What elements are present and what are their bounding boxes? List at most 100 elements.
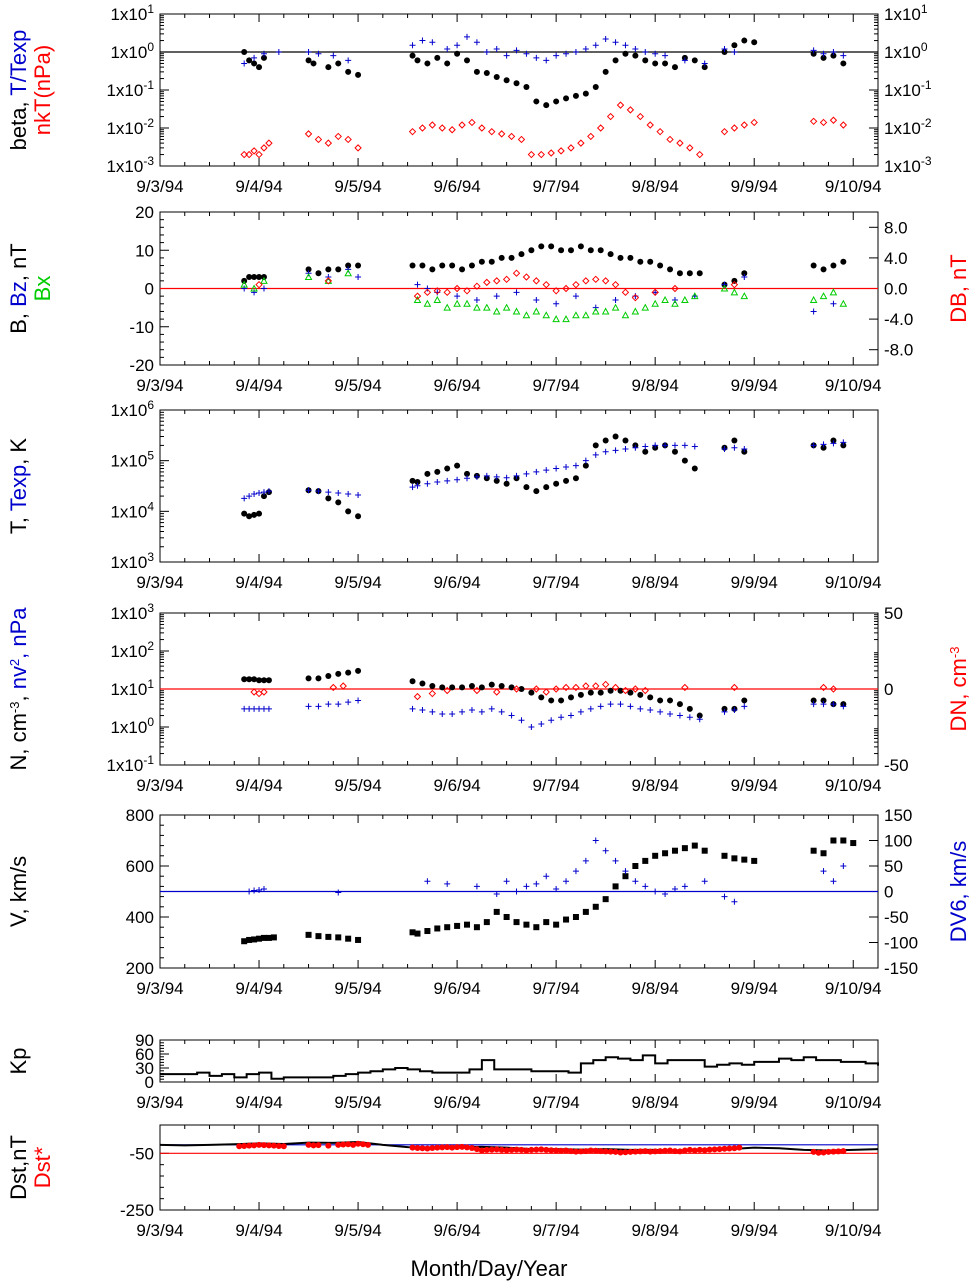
data-point: [408, 127, 417, 136]
data-point: [681, 457, 688, 464]
data-point: [434, 468, 441, 475]
x-tick-label: 9/6/94: [433, 1093, 480, 1112]
y-tick-label: -250: [120, 1201, 154, 1220]
data-point: [567, 712, 574, 719]
data-point: [542, 311, 551, 319]
data-point: [478, 258, 485, 265]
data-point: [449, 1144, 456, 1151]
data-point: [607, 251, 614, 258]
y-tick-label: 20: [135, 203, 154, 222]
data-point: [810, 50, 817, 57]
data-point: [612, 447, 619, 454]
data-point: [642, 49, 649, 55]
data-point: [647, 1148, 654, 1155]
data-point: [621, 288, 630, 297]
data-point: [819, 683, 828, 692]
data-point: [642, 57, 649, 64]
x-tick-label: 9/5/94: [334, 1221, 381, 1240]
data-point: [721, 852, 728, 859]
data-point: [502, 275, 511, 284]
data-point: [701, 1147, 708, 1154]
data-point: [622, 42, 629, 49]
data-point: [454, 462, 461, 469]
data-point: [815, 1149, 822, 1156]
data-point: [612, 57, 619, 64]
data-point: [721, 708, 728, 715]
data-point: [483, 472, 490, 479]
data-point: [409, 705, 416, 712]
data-point: [627, 703, 634, 710]
data-point: [542, 688, 550, 696]
data-point: [522, 311, 531, 319]
x-axis-label: Month/Day/Year: [411, 1256, 568, 1281]
data-point: [434, 925, 441, 932]
data-point: [438, 124, 446, 132]
data-point: [429, 708, 436, 715]
data-point: [270, 934, 277, 941]
data-point: [473, 473, 480, 480]
data-point: [275, 1142, 282, 1149]
data-point: [662, 442, 669, 449]
data-point: [251, 289, 258, 296]
y-tick-label: 1x101: [110, 2, 154, 24]
data-point: [592, 275, 600, 284]
data-point: [523, 883, 530, 890]
data-point: [503, 77, 510, 84]
data-point: [681, 295, 689, 303]
x-tick-label: 9/8/94: [632, 1093, 679, 1112]
data-point: [335, 934, 342, 941]
data-point: [468, 1144, 475, 1151]
data-point: [513, 472, 520, 479]
data-point: [265, 677, 272, 684]
data-point: [345, 262, 352, 269]
data-point: [513, 919, 520, 926]
data-point: [681, 442, 688, 449]
data-point: [439, 710, 446, 717]
data-point: [681, 883, 688, 890]
data-point: [305, 487, 312, 494]
data-point: [528, 689, 535, 696]
data-point: [414, 482, 421, 489]
x-tick-label: 9/4/94: [235, 177, 282, 196]
x-tick-label: 9/8/94: [632, 979, 679, 998]
data-point: [582, 45, 589, 52]
data-point: [459, 1143, 466, 1150]
data-point: [612, 39, 619, 46]
data-point: [652, 50, 659, 57]
data-point: [459, 708, 466, 715]
data-point: [741, 37, 748, 44]
x-tick-label: 9/6/94: [433, 1221, 480, 1240]
x-tick-label: 9/3/94: [136, 1221, 183, 1240]
data-point: [250, 284, 258, 292]
data-point: [345, 669, 352, 676]
data-point: [538, 243, 545, 250]
y-tick-label: 200: [126, 959, 154, 978]
x-tick-label: 9/4/94: [235, 1221, 282, 1240]
data-point: [809, 117, 818, 126]
data-point: [453, 284, 461, 293]
data-point: [340, 1141, 347, 1148]
data-point: [240, 150, 248, 159]
data-point: [315, 675, 322, 682]
data-point: [533, 468, 540, 475]
data-point: [582, 311, 590, 319]
data-point: [667, 1147, 674, 1154]
data-point: [260, 1142, 267, 1149]
data-point: [305, 266, 312, 273]
data-point: [325, 495, 332, 502]
data-point: [251, 1142, 258, 1149]
x-tick-label: 9/4/94: [235, 776, 282, 795]
y-tick-label: 1x106: [110, 398, 154, 420]
y2-tick-label: -50: [884, 756, 909, 775]
data-point: [434, 478, 441, 485]
data-point: [424, 470, 431, 477]
data-point: [637, 705, 644, 712]
data-point: [454, 50, 461, 57]
y-tick-label: 1x10-2: [106, 116, 154, 138]
data-point: [577, 691, 584, 698]
data-point: [345, 490, 352, 497]
data-point: [245, 150, 253, 159]
data-point: [463, 287, 471, 295]
data-point: [488, 1146, 495, 1153]
data-point: [701, 64, 708, 71]
